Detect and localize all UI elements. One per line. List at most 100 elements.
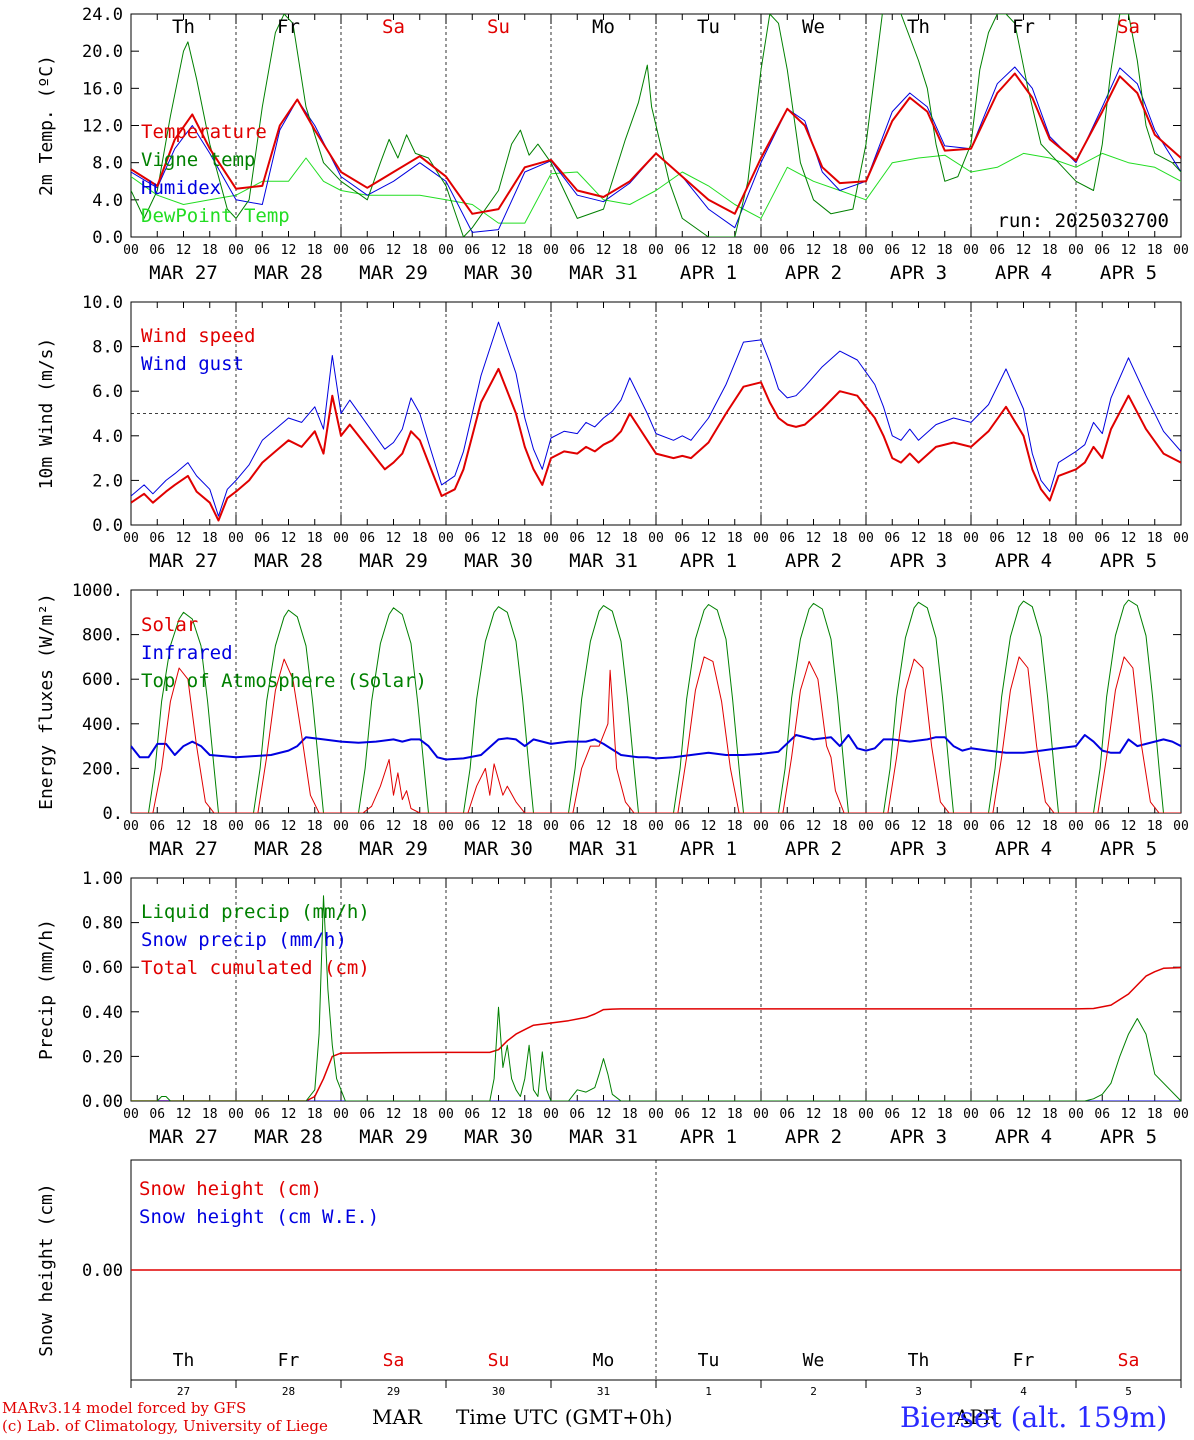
day-number-label: 5 [1125, 1385, 1132, 1398]
hour-tick-label: 06 [359, 243, 375, 258]
hour-tick-label: 06 [674, 531, 690, 546]
hour-tick-label: 06 [359, 1107, 375, 1122]
hour-tick-label: 18 [412, 819, 428, 834]
hour-tick-label: 12 [281, 243, 297, 258]
series-line-solar [131, 656, 1181, 813]
legend-entry: Vigne temp [141, 149, 255, 171]
hour-tick-label: 18 [202, 243, 218, 258]
hour-tick-label: 12 [701, 819, 717, 834]
y-axis-label: Snow height (cm) [36, 1183, 57, 1356]
series-line-total-cumulated-cm- [131, 966, 1181, 1101]
hour-tick-label: 00 [543, 819, 559, 834]
legend-entry: Temperature [141, 121, 267, 143]
date-label: MAR 31 [569, 550, 638, 572]
y-tick-label: 0.0 [92, 516, 123, 536]
date-label: APR 2 [785, 838, 842, 860]
panel-1 [130, 13, 1182, 238]
day-label: We [803, 1350, 825, 1371]
hour-tick-label: 00 [648, 819, 664, 834]
hour-tick-label: 18 [1147, 1107, 1163, 1122]
hour-tick-label: 12 [491, 531, 507, 546]
date-label: MAR 28 [254, 262, 323, 284]
hour-tick-label: 00 [543, 531, 559, 546]
date-label: APR 1 [680, 1126, 737, 1148]
hour-tick-label: 18 [622, 819, 638, 834]
hour-tick-label: 12 [911, 819, 927, 834]
hour-tick-label: 06 [149, 531, 165, 546]
date-label: APR 4 [995, 550, 1052, 572]
hour-tick-label: 12 [176, 819, 192, 834]
hour-tick-label: 18 [412, 243, 428, 258]
y-axis-label: 2m Temp. (ºC) [36, 55, 57, 196]
hour-tick-label: 00 [333, 819, 349, 834]
hour-tick-label: 18 [307, 1107, 323, 1122]
day-number-label: 2 [810, 1385, 817, 1398]
series-line-liquid-precip-mm-h- [131, 895, 1181, 1101]
y-tick-label: 0.60 [82, 958, 123, 978]
date-label: APR 3 [890, 1126, 947, 1148]
day-label: Th [173, 1350, 195, 1371]
legend-entry: Solar [141, 614, 198, 636]
hour-tick-label: 12 [911, 531, 927, 546]
y-tick-label: 400. [82, 715, 123, 735]
hour-tick-label: 18 [307, 243, 323, 258]
hour-tick-label: 12 [596, 1107, 612, 1122]
footer-credits: MARv3.14 model forced by GFS (c) Lab. of… [2, 1399, 328, 1435]
hour-tick-label: 00 [123, 243, 139, 258]
hour-tick-label: 06 [569, 1107, 585, 1122]
hour-tick-label: 12 [701, 531, 717, 546]
hour-tick-label: 06 [254, 243, 270, 258]
hour-tick-label: 18 [832, 243, 848, 258]
date-label: APR 4 [995, 262, 1052, 284]
day-label: Sa [382, 16, 405, 38]
hour-tick-label: 06 [674, 819, 690, 834]
y-tick-label: 8.0 [92, 154, 123, 174]
legend-entry: Wind gust [141, 353, 244, 375]
hour-tick-label: 06 [884, 531, 900, 546]
hour-tick-label: 12 [1121, 243, 1137, 258]
credit-note: (c) Lab. of Climatology, University of L… [2, 1417, 328, 1435]
date-label: APR 3 [890, 262, 947, 284]
hour-tick-label: 06 [359, 531, 375, 546]
hour-tick-label: 18 [307, 531, 323, 546]
hour-tick-label: 18 [727, 531, 743, 546]
hour-tick-label: 12 [281, 531, 297, 546]
date-label: MAR 30 [464, 262, 533, 284]
day-label: Sa [1117, 16, 1140, 38]
hour-tick-label: 12 [1016, 1107, 1032, 1122]
y-axis-label: Energy fluxes (W/m²) [36, 593, 57, 810]
hour-tick-label: 00 [543, 1107, 559, 1122]
month-label-mar: MAR [372, 1405, 422, 1429]
y-tick-label: 200. [82, 759, 123, 779]
hour-tick-label: 00 [963, 1107, 979, 1122]
date-label: MAR 30 [464, 1126, 533, 1148]
hour-tick-label: 00 [753, 819, 769, 834]
date-label: APR 1 [680, 838, 737, 860]
hour-tick-label: 18 [1042, 531, 1058, 546]
hour-tick-label: 00 [1173, 1107, 1189, 1122]
hour-tick-label: 06 [149, 819, 165, 834]
date-label: MAR 29 [359, 1126, 428, 1148]
y-tick-label: 0.20 [82, 1047, 123, 1067]
hour-tick-label: 00 [228, 1107, 244, 1122]
series-line-wind-speed [131, 367, 1181, 522]
model-note: MARv3.14 model forced by GFS [2, 1399, 247, 1417]
hour-tick-label: 12 [491, 819, 507, 834]
hour-tick-label: 12 [176, 243, 192, 258]
hour-tick-label: 12 [806, 819, 822, 834]
hour-tick-label: 06 [464, 531, 480, 546]
hour-tick-label: 00 [858, 243, 874, 258]
y-tick-label: 0.80 [82, 914, 123, 934]
day-label: Sa [1118, 1350, 1140, 1371]
hour-tick-label: 00 [1068, 1107, 1084, 1122]
y-tick-label: 2.0 [92, 471, 123, 491]
hour-tick-label: 00 [123, 531, 139, 546]
hour-tick-label: 18 [517, 1107, 533, 1122]
hour-tick-label: 18 [517, 819, 533, 834]
hour-tick-label: 12 [386, 243, 402, 258]
hour-tick-label: 12 [386, 1107, 402, 1122]
hour-tick-label: 00 [543, 243, 559, 258]
hour-tick-label: 00 [648, 531, 664, 546]
series-line-dewpoint-temp [131, 152, 1181, 224]
hour-tick-label: 00 [858, 819, 874, 834]
